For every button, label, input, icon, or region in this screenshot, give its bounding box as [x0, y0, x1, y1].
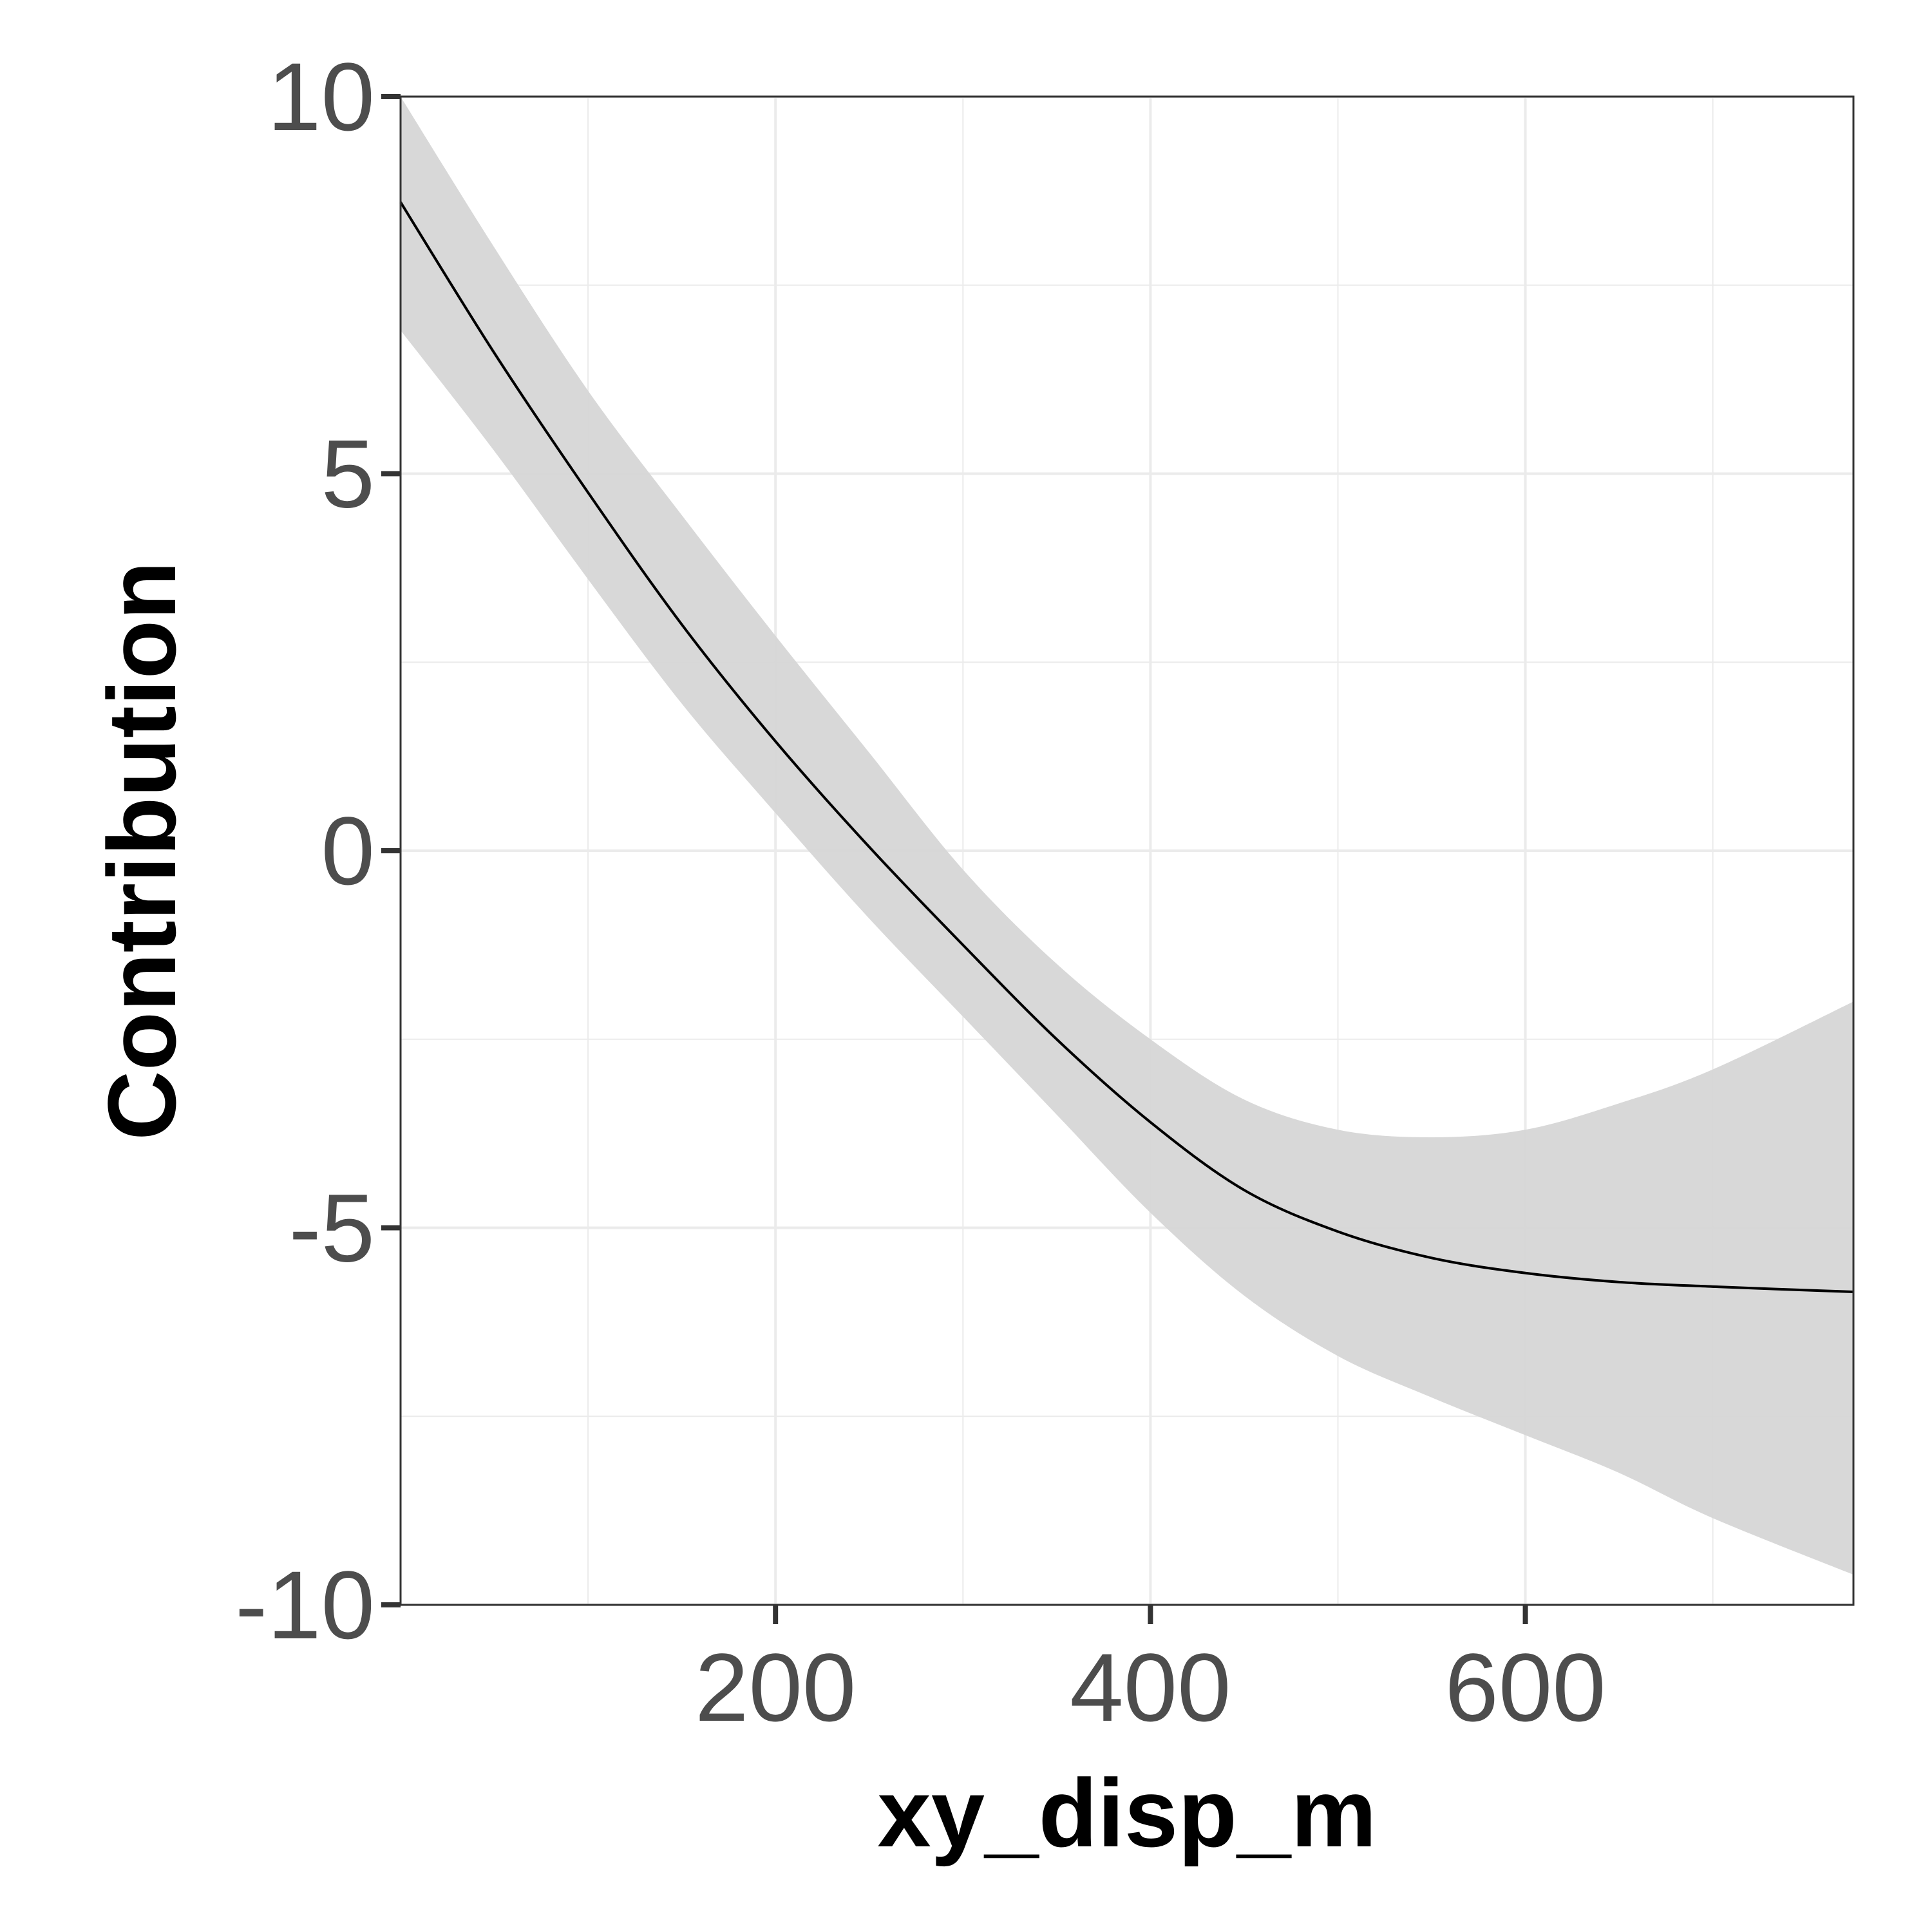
- axis-layer: -10 -5 0 5 10 200 400 600: [235, 43, 1606, 1741]
- fit-line: [399, 201, 1854, 1294]
- x-tick-label: 400: [1070, 1633, 1231, 1741]
- y-tick-label: -10: [235, 1551, 375, 1659]
- y-tick-label: -5: [289, 1174, 375, 1282]
- x-tick-label: 600: [1444, 1633, 1605, 1741]
- y-axis-title: Contribution: [88, 561, 196, 1141]
- y-tick-label: 5: [321, 420, 375, 528]
- x-tick-label: 200: [695, 1633, 856, 1741]
- y-tick-label: 10: [267, 43, 375, 151]
- y-tick-label: 0: [321, 797, 375, 905]
- x-axis-title: xy_disp_m: [877, 1759, 1376, 1867]
- confidence-ribbon: [401, 97, 1853, 1575]
